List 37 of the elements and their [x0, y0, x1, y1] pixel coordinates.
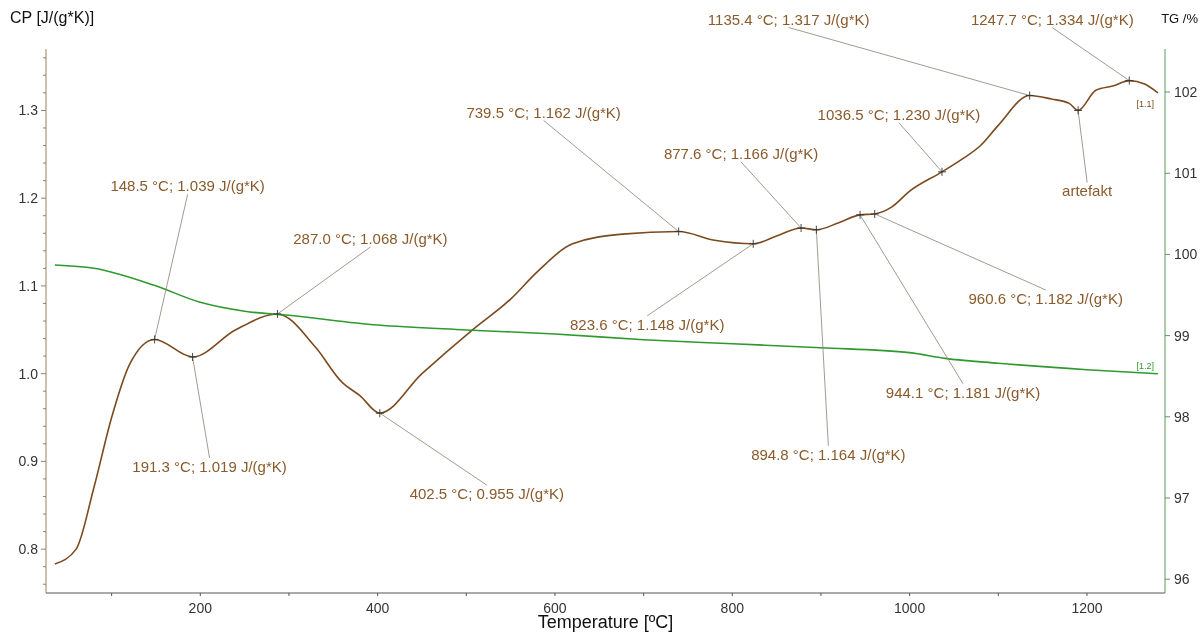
y-tick-label: 1.1	[18, 277, 39, 294]
annotation: 148.5 °C; 1.039 J/(g*K)	[110, 177, 265, 195]
y2-axis-title: TG /%	[1161, 11, 1199, 26]
x-tick-label: 200	[188, 600, 213, 616]
series-label: [1.1]	[1136, 98, 1154, 109]
x-tick-label: 1000	[894, 600, 926, 616]
y-tick-label: 1.3	[18, 102, 39, 119]
annotation: 1247.7 °C; 1.334 J/(g*K)	[970, 10, 1134, 28]
x-tick-label: 400	[365, 600, 390, 616]
y2-tick-label: 102	[1174, 84, 1198, 101]
y-tick-label: 1.2	[18, 190, 39, 207]
y2-tick-label: 96	[1174, 571, 1190, 588]
y-tick-label: 0.8	[18, 541, 39, 558]
y-axis-title: CP [J/(g*K)]	[10, 9, 95, 26]
annotation: 877.6 °C; 1.166 J/(g*K)	[663, 144, 819, 162]
annotation: 1036.5 °C; 1.230 J/(g*K)	[817, 105, 981, 123]
series-label: [1.2]	[1136, 360, 1154, 371]
y-tick-label: 1.0	[18, 365, 39, 382]
x-tick-label: 800	[720, 600, 745, 616]
annotation: artefakt	[1062, 182, 1113, 200]
x-tick-label: 1200	[1071, 600, 1103, 616]
y2-tick-label: 97	[1174, 490, 1190, 506]
y2-tick-label: 98	[1174, 408, 1190, 425]
annotation: 191.3 °C; 1.019 J/(g*K)	[132, 457, 287, 475]
annotation: 402.5 °C; 0.955 J/(g*K)	[409, 485, 565, 503]
annotation: 944.1 °C; 1.181 J/(g*K)	[885, 383, 1041, 401]
line-series	[54, 264, 1159, 375]
y2-tick-label: 100	[1174, 246, 1198, 263]
annotation: 739.5 °C; 1.162 J/(g*K)	[466, 103, 621, 121]
y2-tick-label: 101	[1174, 165, 1198, 182]
annotation: 823.6 °C; 1.148 J/(g*K)	[570, 315, 725, 333]
annotation: 960.6 °C; 1.182 J/(g*K)	[968, 289, 1123, 307]
annotation: 1135.4 °C; 1.317 J/(g*K)	[707, 10, 870, 28]
y2-tick-label: 99	[1174, 327, 1190, 344]
annotation: 894.8 °C; 1.164 J/(g*K)	[751, 445, 906, 463]
y-tick-label: 0.9	[18, 453, 39, 470]
annotation: 287.0 °C; 1.068 J/(g*K)	[293, 229, 448, 247]
